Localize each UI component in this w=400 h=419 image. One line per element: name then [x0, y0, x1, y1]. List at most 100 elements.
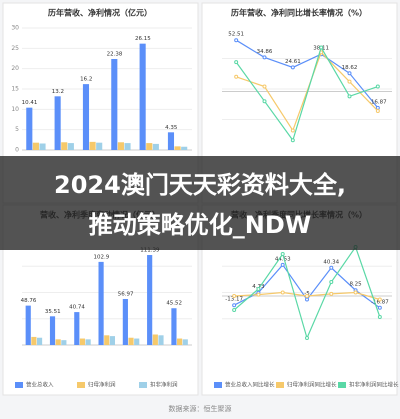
y-tick-label: 30 [11, 25, 19, 32]
line [235, 51, 379, 132]
point [280, 252, 285, 256]
data-label: -16.87 [369, 99, 387, 105]
legend-swatch [214, 382, 222, 388]
data-label: -5 [304, 291, 310, 297]
data-label: 34.86 [257, 49, 273, 55]
overlay-title: 2024澳门天天彩资料大全, [54, 171, 346, 199]
point [290, 138, 295, 143]
y-tick-label: 0 [15, 147, 19, 154]
data-label: 40.34 [323, 259, 339, 265]
legend-label: 扣非净利润同比增长 [349, 381, 399, 389]
bar [61, 340, 67, 345]
bar [79, 338, 86, 345]
point [256, 292, 261, 297]
point [375, 108, 380, 113]
point [280, 290, 285, 295]
point [377, 305, 382, 310]
data-label: 16.2 [80, 77, 92, 83]
data-label: 13.2 [52, 89, 64, 95]
bar [98, 261, 104, 345]
legend-swatch [15, 382, 23, 388]
point [262, 55, 267, 60]
chart-title: 历年营收、净利情况（亿元） [48, 8, 152, 18]
point [353, 290, 358, 295]
data-label: 24.61 [285, 59, 301, 65]
point [347, 79, 352, 84]
legend-swatch [77, 382, 85, 388]
y-tick-label: 25 [11, 45, 19, 52]
data-label: -13.17 [225, 297, 243, 303]
point [232, 303, 237, 308]
point [329, 265, 334, 270]
line [235, 46, 379, 142]
point [347, 94, 352, 99]
bar [82, 84, 90, 150]
point [305, 294, 309, 298]
bar [61, 142, 68, 150]
point [290, 65, 295, 70]
point [234, 74, 239, 79]
legend-label: 扣非净利润 [150, 381, 178, 389]
overlay-title: 推动策略优化_NDW [89, 211, 311, 239]
point [232, 308, 237, 312]
bar [26, 107, 33, 150]
point [232, 294, 237, 298]
bar [139, 43, 146, 151]
legend-label: 归母净利润 [88, 381, 116, 389]
bar [181, 146, 188, 150]
point [375, 105, 380, 110]
bar [96, 142, 103, 150]
point [305, 336, 309, 340]
bar [117, 142, 124, 150]
y-tick-label: 5 [15, 126, 19, 133]
bar [134, 338, 140, 345]
bar [158, 335, 164, 345]
point [256, 287, 261, 291]
data-label: 52.51 [228, 32, 244, 38]
bar [85, 339, 91, 345]
overlay-band [0, 156, 400, 250]
bar [171, 308, 177, 345]
bar [147, 255, 153, 345]
bar [122, 298, 128, 345]
bar [152, 143, 159, 150]
data-label: 10.41 [22, 100, 38, 106]
line [235, 39, 379, 109]
point [329, 291, 334, 296]
data-label: 45.52 [166, 301, 182, 307]
bar [146, 143, 153, 150]
legend-label: 营业总收入 [26, 381, 54, 389]
data-label: 102.9 [93, 254, 109, 260]
data-label: 18.62 [342, 65, 358, 71]
data-label: 111.39 [140, 248, 160, 254]
point [234, 38, 239, 43]
bar [67, 143, 74, 150]
bar [167, 132, 175, 150]
data-label: 22.38 [107, 51, 123, 57]
bar [152, 334, 158, 345]
bar [124, 143, 131, 150]
bar [74, 312, 80, 345]
y-tick-label: 10 [11, 106, 19, 113]
bar [109, 336, 115, 345]
bar [49, 316, 56, 345]
bar [32, 142, 39, 150]
bar [111, 58, 118, 150]
legend-swatch [338, 382, 346, 388]
legend-label: 营业总收入同比增长 [225, 381, 275, 389]
bar [25, 305, 31, 345]
bar [89, 141, 96, 150]
data-label: 56.97 [118, 291, 134, 297]
bar [39, 143, 46, 150]
bar [31, 336, 37, 345]
bar [174, 146, 181, 150]
bar [36, 337, 43, 345]
charts: 历年营收、净利情况（亿元） 0 5 10 15 20 25 30 10.41 13.2 16.2 22… [11, 8, 399, 389]
point [262, 99, 267, 104]
y-tick-label: 20 [11, 65, 19, 72]
point [375, 84, 380, 89]
point [329, 280, 334, 284]
data-label: -16.87 [371, 299, 389, 305]
y-tick-label: 15 [11, 86, 19, 93]
